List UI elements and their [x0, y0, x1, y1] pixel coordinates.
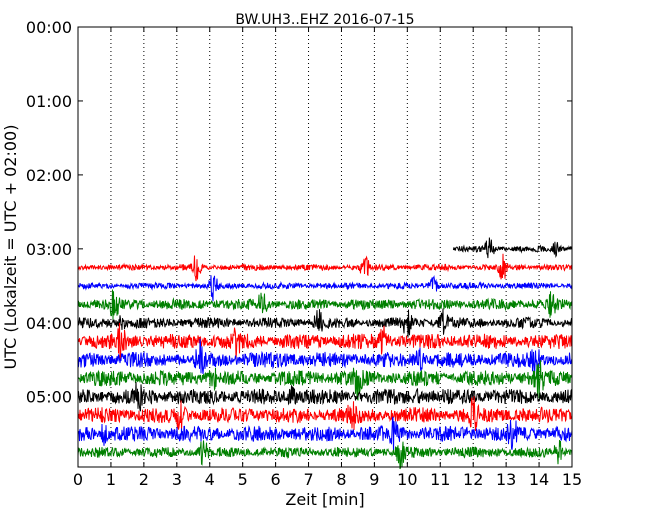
x-tick-label: 3: [172, 470, 182, 489]
trace-line: [77, 338, 573, 377]
y-tick-label: 02:00: [26, 166, 72, 185]
x-tick-label: 2: [139, 470, 149, 489]
y-axis-label: UTC (Lokalzeit = UTC + 02:00): [1, 125, 20, 370]
y-tick-label: 04:00: [26, 314, 72, 333]
x-tick-label: 14: [529, 470, 549, 489]
x-tick-label: 13: [496, 470, 516, 489]
x-tick-label: 15: [562, 470, 582, 489]
trace-line: [77, 289, 572, 320]
trace-line: [77, 416, 573, 453]
x-tick-label: 9: [369, 470, 379, 489]
trace-line: [77, 360, 573, 401]
x-tick-label: 5: [238, 470, 248, 489]
x-tick-label: 1: [106, 470, 116, 489]
trace-line: [77, 253, 573, 282]
x-tick-label: 10: [397, 470, 417, 489]
trace-line: [77, 396, 573, 432]
trace-line: [77, 308, 573, 338]
trace-line: [77, 440, 573, 470]
y-tick-label: 01:00: [26, 92, 72, 111]
trace-line: [77, 322, 573, 361]
x-tick-label: 12: [463, 470, 483, 489]
trace-line: [77, 274, 573, 302]
x-tick-label: 4: [205, 470, 215, 489]
traces: [77, 237, 573, 470]
x-tick-label: 8: [336, 470, 346, 489]
trace-line: [77, 381, 573, 412]
y-tick-label: 03:00: [26, 240, 72, 259]
trace-line: [452, 237, 573, 259]
chart-title: BW.UH3..EHZ 2016-07-15: [235, 12, 414, 28]
axis-ticks: 0 1 2 3 4 5 6 7 8 9 10 11 12 13 14 1500:0001:0002:0003:…: [26, 18, 582, 489]
y-tick-label: 00:00: [26, 18, 72, 37]
x-tick-label: 7: [303, 470, 313, 489]
y-tick-label: 05:00: [26, 388, 72, 407]
plot-frame: [77, 26, 573, 468]
x-tick-label: 0: [73, 470, 83, 489]
x-axis-label: Zeit [min]: [285, 490, 364, 509]
x-tick-label: 6: [271, 470, 281, 489]
axis-labels: BW.UH3..EHZ 2016-07-15 Zeit [min] UTC (L…: [1, 12, 415, 509]
x-tick-label: 11: [430, 470, 450, 489]
